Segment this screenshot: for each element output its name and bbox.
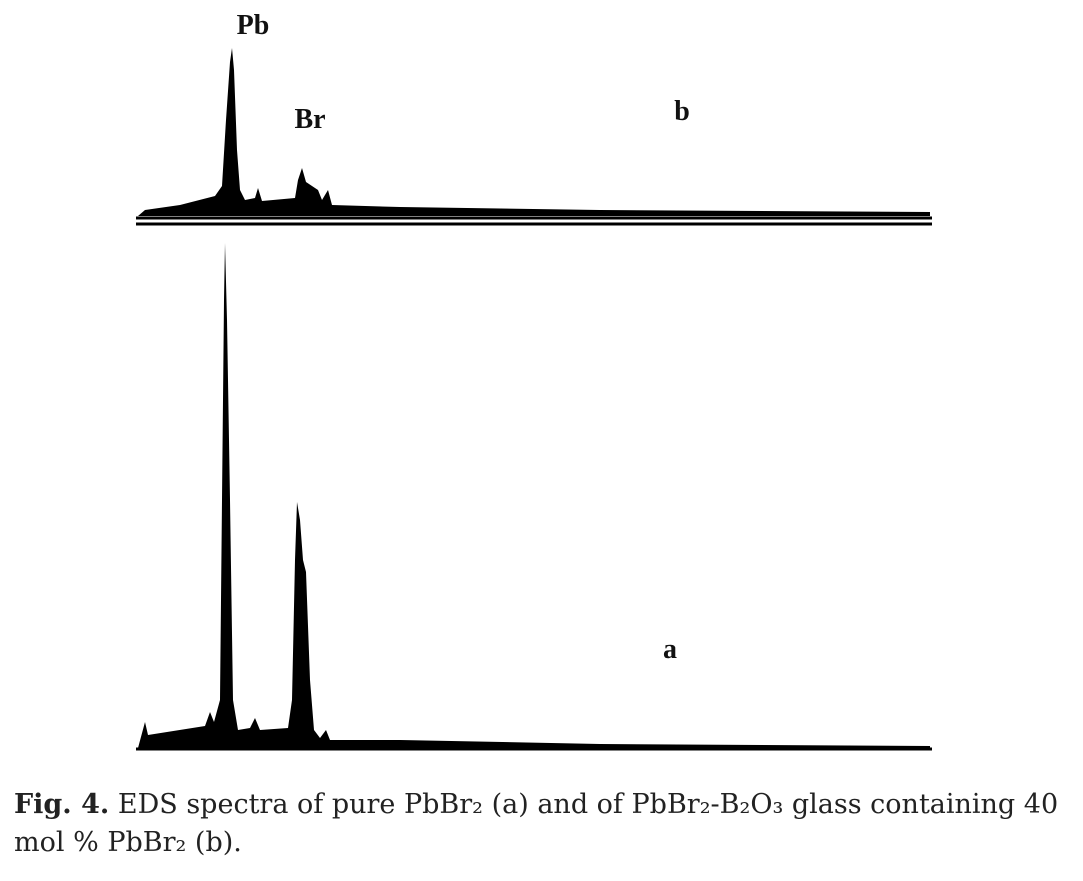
- spectrum-b: [138, 48, 930, 216]
- spectrum-label: b: [674, 96, 690, 127]
- caption-text: EDS spectra of pure PbBr₂ (a) and of PbB…: [14, 789, 1059, 858]
- figure-caption: Fig. 4. EDS spectra of pure PbBr₂ (a) an…: [14, 786, 1074, 862]
- peak-label: Pb: [237, 10, 270, 41]
- spectrum-a: [138, 243, 930, 749]
- figure: Pb Br b a: [136, 10, 932, 751]
- caption-number: Fig. 4.: [14, 789, 110, 820]
- spectrum-label: a: [663, 634, 677, 665]
- peak-label: Br: [294, 104, 325, 135]
